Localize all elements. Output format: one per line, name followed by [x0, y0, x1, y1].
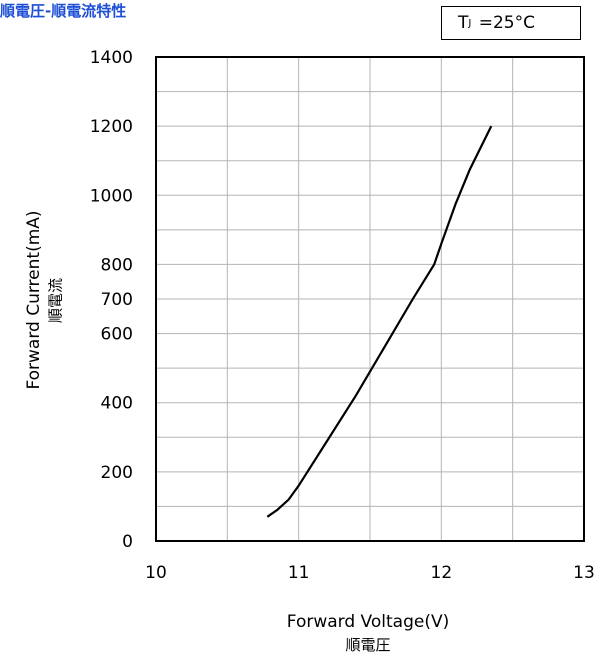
x-axis-label: Forward Voltage(V)	[286, 612, 450, 632]
y-tick-label: 600	[101, 325, 133, 345]
temperature-symbol: T	[458, 13, 469, 33]
y-tick-label: 0	[122, 532, 133, 552]
temperature-subscript: J	[468, 17, 472, 29]
y-tick-label: 1400	[90, 48, 133, 68]
x-tick-label: 10	[145, 563, 167, 583]
y-tick-label: 400	[101, 394, 133, 414]
x-tick-label: 13	[573, 563, 595, 583]
x-tick-label: 11	[288, 563, 310, 583]
temperature-value: =25°C	[478, 13, 535, 33]
page-title: 順電圧-順電流特性	[0, 2, 127, 20]
x-tick-label: 12	[431, 563, 453, 583]
grid-lines	[156, 57, 584, 541]
y-tick-label: 200	[101, 463, 133, 483]
x-axis-sublabel: 順電圧	[345, 636, 391, 654]
plot-frame	[155, 56, 585, 542]
tick-labels: 10 11 12 13 0 200 400 600 700 800 1000 1200 1400	[90, 48, 595, 583]
forward-current-curve	[266, 125, 493, 518]
y-tick-label: 800	[101, 255, 133, 275]
y-axis-label: Forward Current(mA)	[24, 210, 44, 390]
y-tick-label: 700	[101, 290, 133, 310]
y-tick-label: 1200	[90, 117, 133, 137]
y-tick-label: 1000	[90, 186, 133, 206]
y-axis-sublabel: 順電流	[46, 278, 65, 324]
